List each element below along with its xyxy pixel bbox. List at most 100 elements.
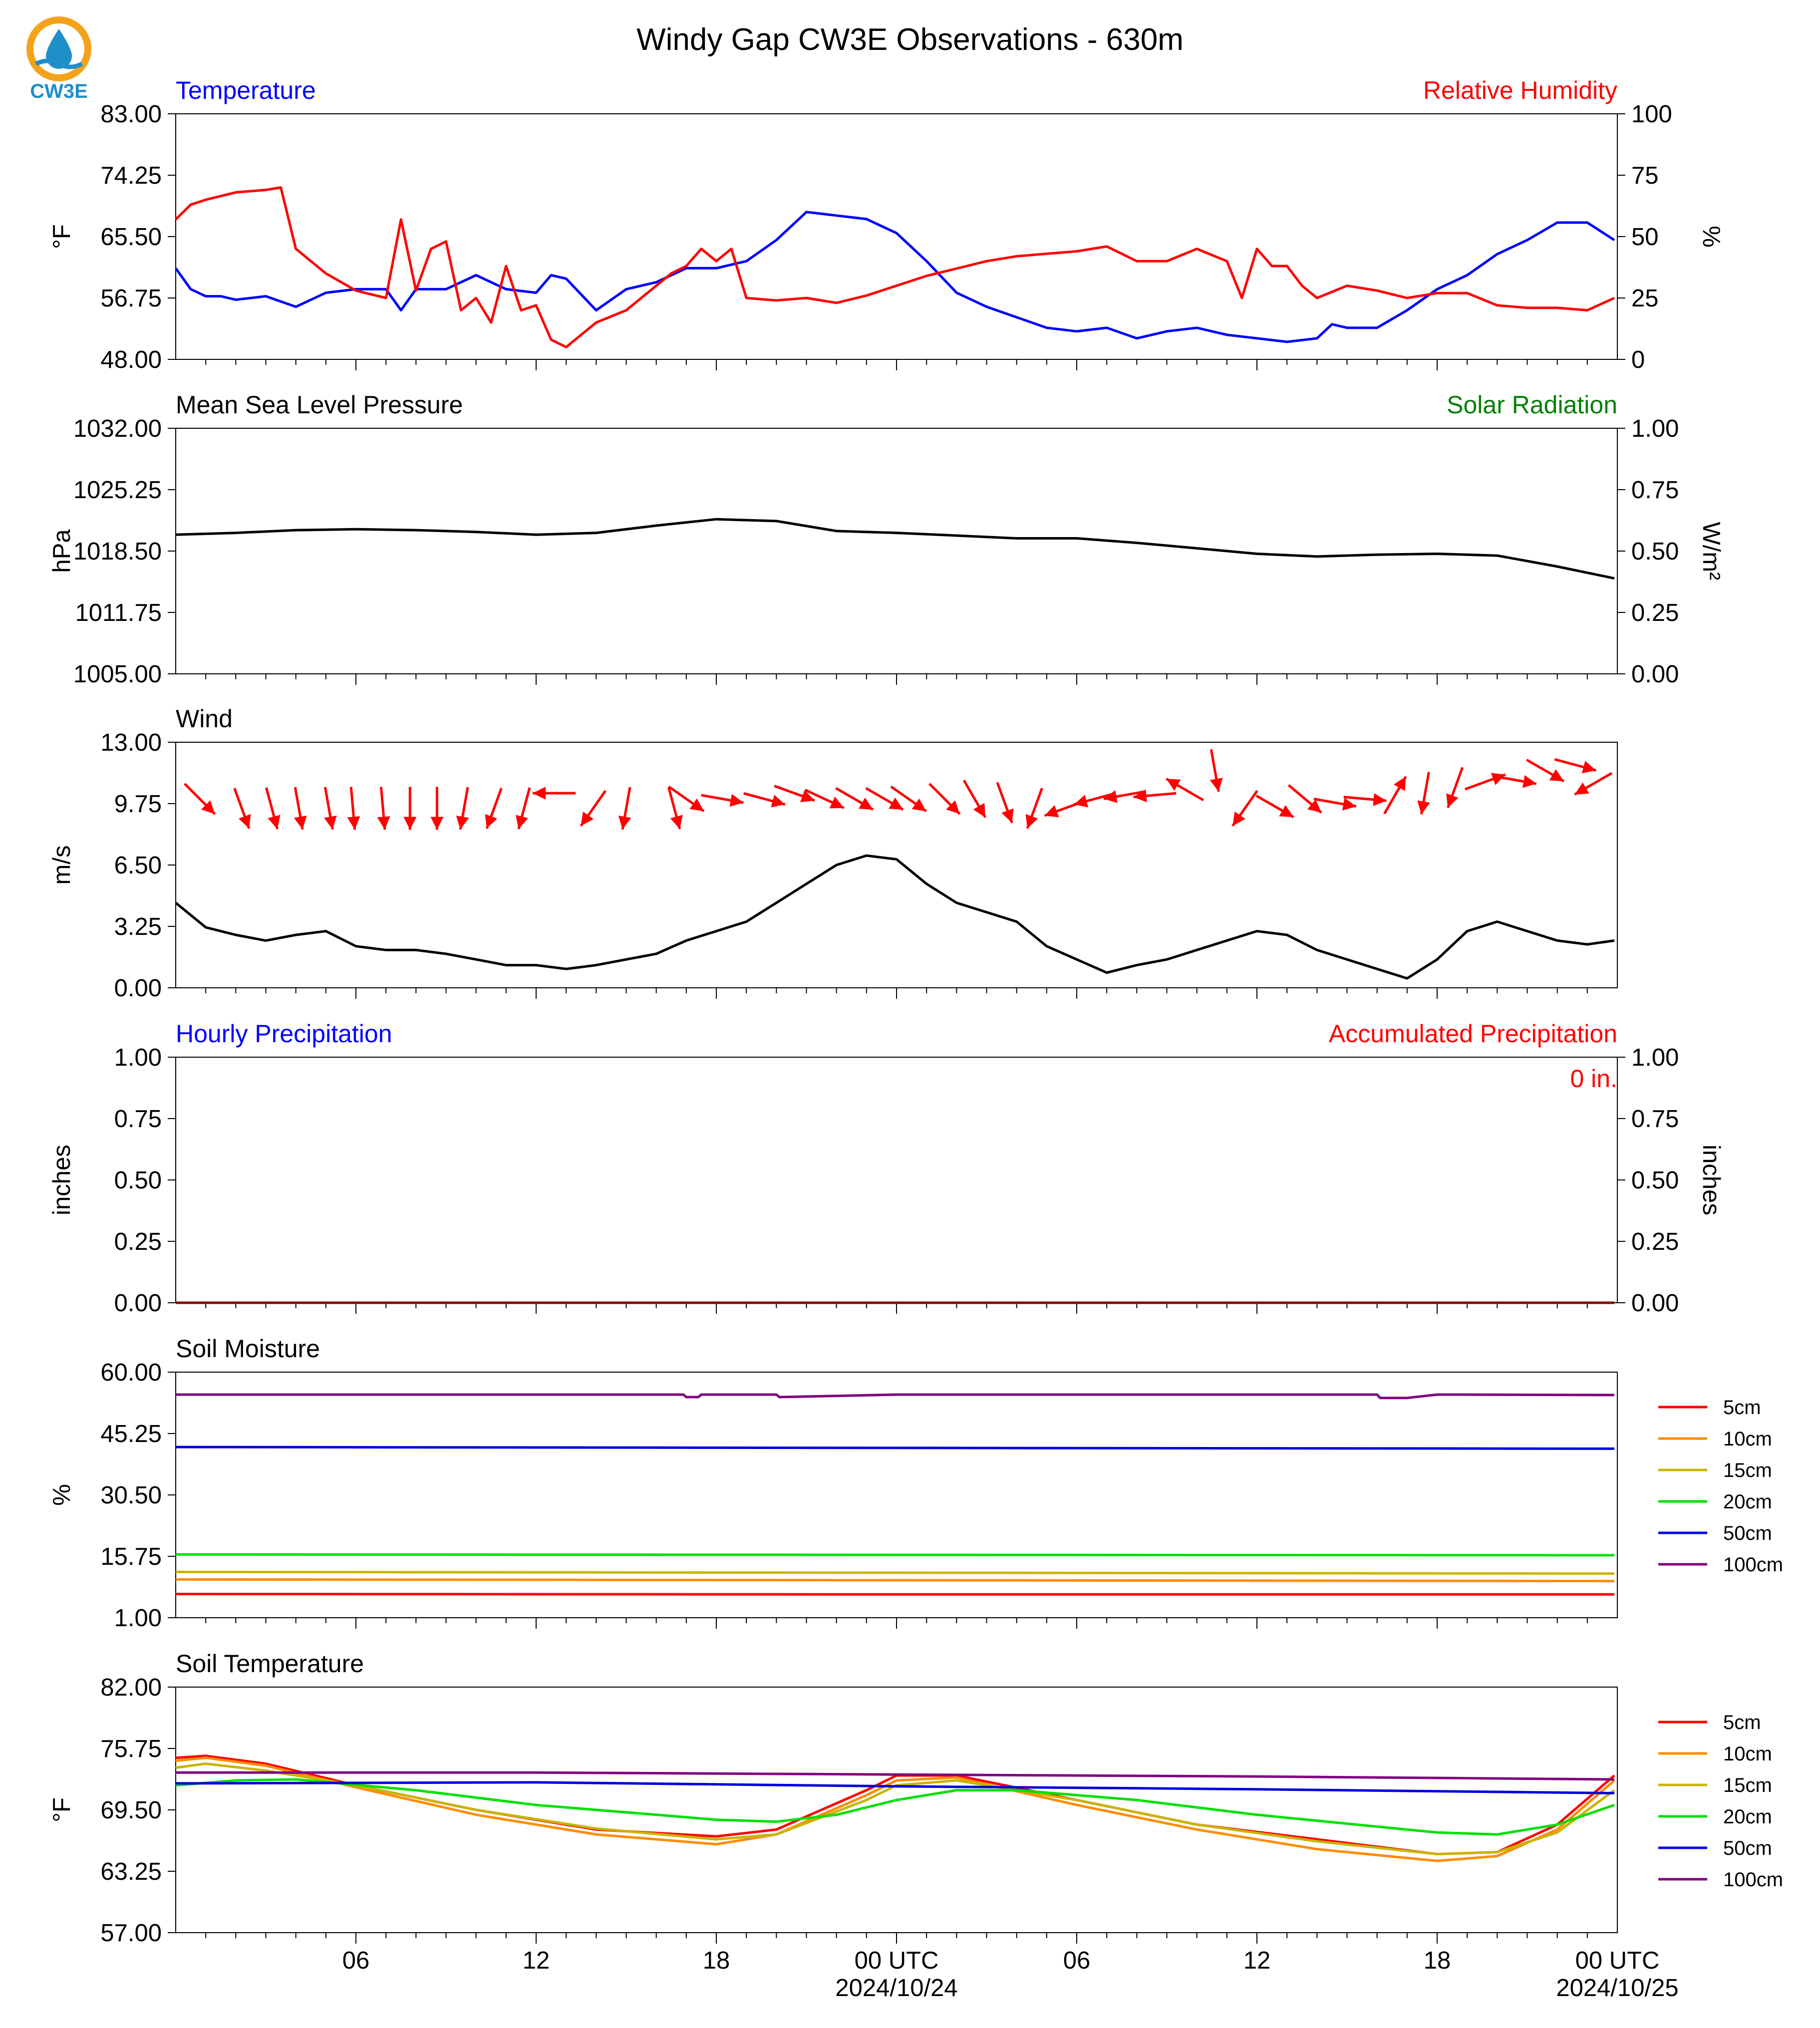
panel-title-right: Relative Humidity <box>1423 76 1617 104</box>
legend-label: 50cm <box>1723 1522 1772 1544</box>
panel-1: 83.00 74.25 65.50 56.75 48.00 100 75 50 25 0 °F % Te… <box>48 76 1725 373</box>
wind-arrow <box>580 790 607 827</box>
wind-arrow <box>667 787 683 830</box>
wind-arrow-head <box>430 817 444 830</box>
y-tick-label: 0.75 <box>114 1106 162 1133</box>
panel-annotation: 0 in. <box>1570 1065 1617 1093</box>
y-tick-label: 1011.75 <box>75 599 162 626</box>
wind-arrow-head <box>1103 790 1118 803</box>
logo-drop-icon <box>46 29 72 69</box>
wind-arrow-head <box>729 794 744 807</box>
wind-arrow <box>1287 784 1322 814</box>
y-axis-label: °F <box>48 224 75 249</box>
legend-label: 10cm <box>1723 1743 1772 1765</box>
y-axis-label-right: % <box>1698 226 1725 248</box>
panel-title-right: Accumulated Precipitation <box>1329 1020 1617 1048</box>
y-tick-label: 69.50 <box>100 1797 162 1824</box>
panel-3: 13.00 9.75 6.50 3.25 0.00 m/s Wind <box>48 705 1618 1002</box>
wind-arrow <box>618 787 631 830</box>
wind-arrow <box>1255 795 1294 819</box>
wind-arrow <box>1210 749 1223 792</box>
wind-arrow-head <box>911 798 926 812</box>
legend-label: 5cm <box>1723 1712 1761 1734</box>
panel-5: 60.00 45.25 30.50 15.75 1.00% Soil Moisture 5c… <box>48 1335 1783 1632</box>
y-axis-label: m/s <box>48 846 75 885</box>
wind-arrow <box>1025 788 1043 829</box>
wind-arrow <box>456 787 469 830</box>
x-tick-label: 00 UTC <box>855 1947 939 1974</box>
wind-arrow-head <box>689 798 704 812</box>
wind-arrow <box>294 787 307 830</box>
y-tick-label-right: 0.00 <box>1631 1290 1679 1317</box>
series-line-20cm <box>175 1553 1615 1557</box>
y-tick-label: 75.75 <box>100 1736 162 1762</box>
wind-arrow-head <box>268 815 281 829</box>
wind-arrow-head <box>1581 761 1596 774</box>
legend-label: 100cm <box>1723 1554 1783 1576</box>
cw3e-logo: CW3E <box>26 16 91 102</box>
wind-arrow <box>233 788 251 829</box>
series-line-100cm <box>176 1393 1615 1400</box>
panel-title-left: Soil Temperature <box>176 1650 364 1678</box>
y-tick-label: 1018.50 <box>73 538 162 565</box>
wind-arrow-head <box>515 815 529 829</box>
wind-arrow-head <box>323 815 337 830</box>
legend-item: 15cm <box>1658 1774 1772 1796</box>
wind-arrow <box>890 785 927 813</box>
panel-title-left: Hourly Precipitation <box>176 1020 392 1048</box>
y-tick-label: 0.50 <box>114 1167 162 1194</box>
wind-arrow-head <box>238 814 251 829</box>
y-tick-label-right: 0.50 <box>1631 1167 1679 1194</box>
wind-arrow <box>377 787 390 830</box>
wind-arrow <box>1494 775 1537 788</box>
wind-arrow-head <box>201 800 215 814</box>
y-axis-label: hPa <box>48 529 75 573</box>
wind-arrow-head <box>973 803 985 818</box>
wind-arrow <box>1526 759 1565 783</box>
wind-arrow-head <box>1001 808 1014 823</box>
x-tick-label: 12 <box>1243 1947 1271 1974</box>
wind-arrow-head <box>1166 779 1181 791</box>
logo-text: CW3E <box>30 80 88 102</box>
legend-item: 20cm <box>1658 1806 1772 1828</box>
panel-title-left: Soil Moisture <box>176 1335 320 1363</box>
wind-arrow-head <box>377 816 390 830</box>
wind-arrow-head <box>1574 782 1589 795</box>
y-tick-label: 65.50 <box>100 224 162 251</box>
y-tick-label-right: 50 <box>1631 224 1659 251</box>
wind-arrow <box>430 787 444 830</box>
wind-arrow <box>347 787 360 830</box>
legend-label: 50cm <box>1723 1837 1772 1859</box>
wind-arrow <box>1343 793 1387 806</box>
legend-item: 5cm <box>1658 1397 1761 1419</box>
wind-arrow <box>996 782 1014 824</box>
y-tick-label-right: 0.50 <box>1631 538 1679 565</box>
y-tick-label: 45.25 <box>100 1421 162 1448</box>
x-tick-label: 12 <box>523 1947 550 1974</box>
wind-arrow <box>1417 772 1430 815</box>
wind-arrow-head <box>1210 778 1223 792</box>
panel-title-right: Solar Radiation <box>1447 391 1617 419</box>
y-tick-label-right: 25 <box>1631 285 1659 312</box>
wind-arrow-head <box>1307 799 1322 813</box>
x-tick-label: 06 <box>1063 1947 1091 1974</box>
wind-arrow-head <box>1025 814 1038 829</box>
wind-arrow <box>1166 777 1205 802</box>
wind-arrow-head <box>800 790 815 803</box>
y-tick-label: 0.25 <box>114 1228 162 1255</box>
wind-arrow-head <box>294 815 307 830</box>
legend-item: 15cm <box>1658 1459 1772 1481</box>
wind-arrow-head <box>889 797 904 810</box>
wind-arrow <box>701 794 744 807</box>
y-tick-label-right: 0.75 <box>1631 1106 1679 1133</box>
y-tick-label: 83.00 <box>100 101 162 128</box>
wind-arrow-head <box>1074 795 1089 808</box>
y-axis-label: % <box>48 1484 75 1506</box>
legend-item: 50cm <box>1658 1837 1772 1859</box>
wind-arrow <box>485 788 503 829</box>
wind-arrow <box>533 787 576 800</box>
series-line-15cm <box>175 1570 1615 1575</box>
wind-arrow-head <box>670 815 683 829</box>
wind-arrow <box>1383 776 1407 815</box>
